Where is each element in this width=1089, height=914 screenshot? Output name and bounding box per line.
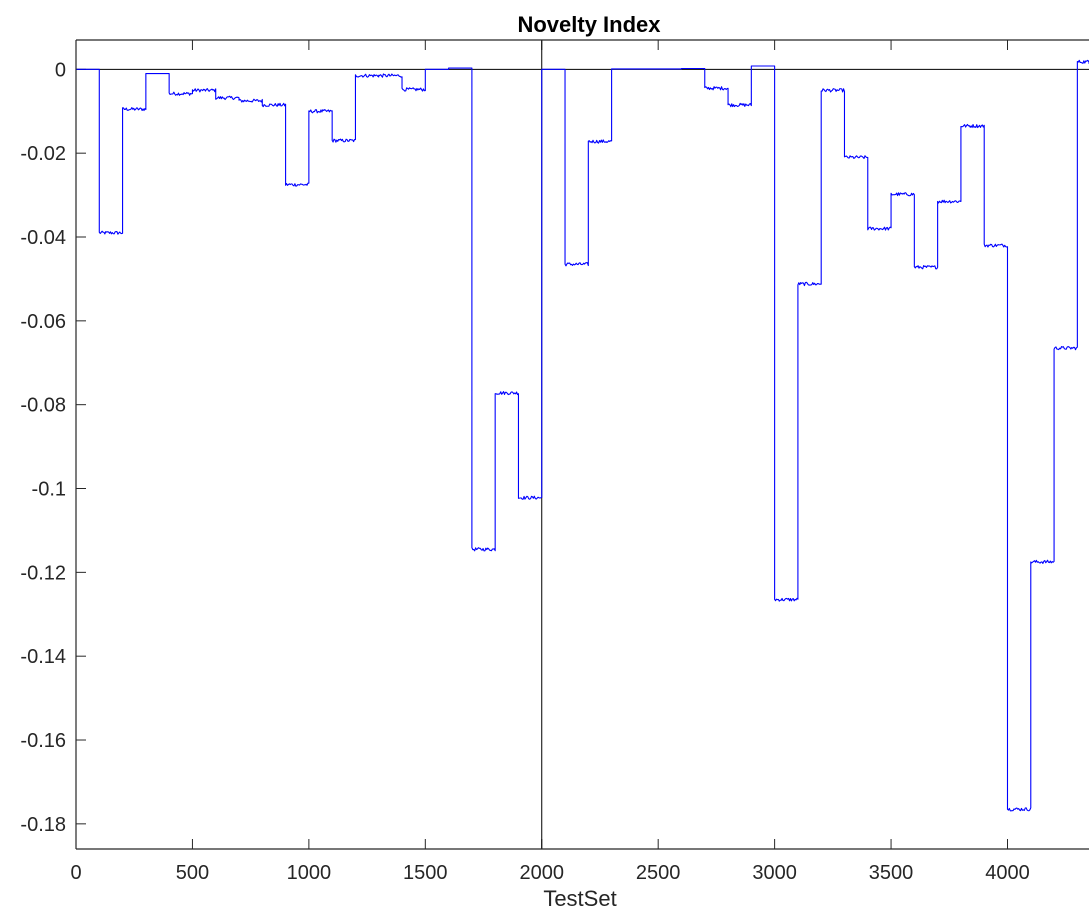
y-tick-label: -0.08 — [20, 395, 66, 417]
series-layer — [76, 59, 1089, 812]
axes-frame — [75, 39, 1089, 850]
x-tick-label: 3000 — [752, 862, 797, 884]
y-tick-label: -0.18 — [20, 814, 66, 836]
y-tick-label: -0.12 — [20, 562, 66, 584]
y-tick-label: -0.02 — [20, 143, 66, 165]
x-tick-label: 3500 — [869, 862, 914, 884]
x-tick-label: 0 — [70, 862, 81, 884]
x-axis-ticks: 0 500 1000 1500 2000 2500 3000 3500 4000 — [70, 40, 1030, 884]
y-tick-label: -0.14 — [20, 646, 66, 668]
x-tick-label: 2000 — [519, 862, 564, 884]
x-tick-label: 4000 — [985, 862, 1030, 884]
y-tick-label: -0.1 — [32, 479, 66, 501]
y-tick-label: -0.04 — [20, 227, 66, 249]
chart-title: Novelty Index — [517, 12, 661, 37]
x-axis-label: TestSet — [543, 886, 616, 911]
x-tick-label: 1000 — [287, 862, 332, 884]
x-tick-label: 500 — [176, 862, 209, 884]
x-tick-label: 2500 — [636, 862, 681, 884]
plot-background — [76, 40, 1089, 849]
novelty-index-series-line — [76, 59, 1089, 812]
y-tick-label: -0.16 — [20, 730, 66, 752]
x-tick-label: 1500 — [403, 862, 448, 884]
y-tick-label: -0.06 — [20, 311, 66, 333]
y-axis-ticks: 0 -0.02 -0.04 -0.06 -0.08 -0.1 -0.12 -0.14 -0.16… — [20, 59, 86, 836]
y-tick-label: 0 — [55, 59, 66, 81]
